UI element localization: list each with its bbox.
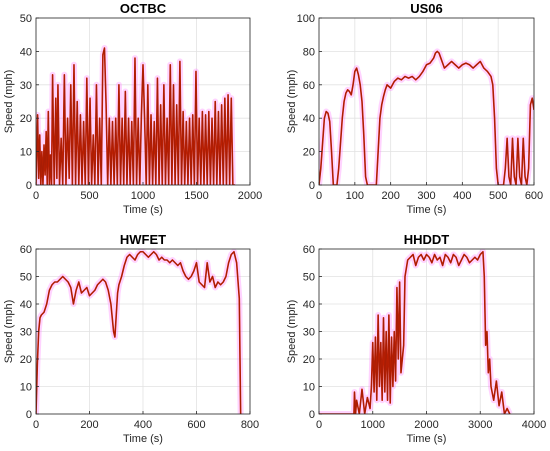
- series-group: [36, 45, 236, 185]
- x-tick-label: 300: [417, 190, 435, 202]
- series-group: [319, 249, 513, 414]
- y-tick-label: 40: [303, 113, 315, 125]
- x-tick-label: 0: [316, 419, 322, 431]
- y-axis-label: Speed (mph): [286, 300, 298, 364]
- y-tick-label: 60: [303, 244, 315, 256]
- y-tick-label: 80: [303, 46, 315, 58]
- series-group: [36, 249, 244, 414]
- x-axis-label: Time (s): [407, 433, 447, 445]
- subplot-octbc: 0 500 1000 1500 2000 0 10 20 30 40 50 OCTBC Time (s)…: [3, 1, 262, 216]
- x-tick-label: 0: [33, 419, 39, 431]
- y-tick-label: 20: [303, 147, 315, 159]
- x-tick-label: 0: [33, 190, 39, 202]
- y-axis-label: Speed (mph): [286, 70, 298, 134]
- y-tick-label: 10: [303, 382, 315, 394]
- series-line-speed-dark: [319, 50, 534, 185]
- y-tick-label: 30: [20, 80, 32, 92]
- y-axis-label: Speed (mph): [3, 70, 15, 134]
- x-tick-label: 500: [489, 190, 507, 202]
- x-tick-label: 4000: [522, 419, 546, 431]
- y-tick-label: 50: [303, 272, 315, 284]
- plot-title: OCTBC: [120, 1, 167, 16]
- x-tick-label: 0: [316, 190, 322, 202]
- y-tick-label: 60: [303, 80, 315, 92]
- subplot-hwfet: 0 200 400 600 800 0 10 20 30 40 50 60 HWFET Time (s) S…: [3, 232, 259, 445]
- y-tick-label: 30: [303, 327, 315, 339]
- y-tick-label: 30: [20, 327, 32, 339]
- x-tick-label: 200: [80, 419, 98, 431]
- plot-title: HWFET: [120, 232, 166, 247]
- y-tick-label: 0: [26, 409, 32, 421]
- x-tick-label: 800: [241, 419, 259, 431]
- x-tick-label: 1500: [184, 190, 208, 202]
- subplot-us06: 0 100 200 300 400 500 600 0 20 40 60 80 100 US06 Time …: [286, 1, 543, 216]
- y-tick-label: 0: [26, 180, 32, 192]
- x-tick-label: 500: [80, 190, 98, 202]
- x-tick-label: 200: [381, 190, 399, 202]
- y-tick-label: 60: [20, 244, 32, 256]
- x-axis-label: Time (s): [407, 204, 447, 216]
- x-tick-label: 400: [134, 419, 152, 431]
- y-tick-label: 0: [309, 180, 315, 192]
- y-tick-label: 40: [20, 46, 32, 58]
- x-tick-label: 100: [346, 190, 364, 202]
- series-line-speed-dark: [319, 251, 511, 414]
- y-tick-label: 40: [303, 299, 315, 311]
- x-axis-label: Time (s): [123, 433, 163, 445]
- x-tick-label: 1000: [361, 419, 385, 431]
- series-group: [319, 48, 534, 185]
- series-line-speed-dark: [36, 47, 236, 185]
- y-axis-label: Speed (mph): [3, 300, 15, 364]
- series-line-speed-dark: [36, 251, 242, 414]
- plot-title: HHDDT: [404, 232, 450, 247]
- y-tick-label: 100: [297, 13, 315, 25]
- y-tick-label: 0: [309, 409, 315, 421]
- x-tick-label: 2000: [238, 190, 262, 202]
- x-tick-label: 600: [187, 419, 205, 431]
- y-tick-label: 50: [20, 13, 32, 25]
- y-tick-label: 10: [20, 147, 32, 159]
- y-tick-label: 50: [20, 272, 32, 284]
- x-tick-label: 3000: [468, 419, 492, 431]
- y-tick-label: 10: [20, 382, 32, 394]
- x-tick-label: 1000: [131, 190, 155, 202]
- y-tick-label: 20: [303, 354, 315, 366]
- y-tick-label: 20: [20, 113, 32, 125]
- y-tick-label: 40: [20, 299, 32, 311]
- subplot-hhddt: 0 1000 2000 3000 4000 0 10 20 30 40 50 60 HHDDT Time …: [286, 232, 546, 445]
- x-tick-label: 600: [525, 190, 543, 202]
- x-axis-label: Time (s): [123, 204, 163, 216]
- plot-title: US06: [410, 1, 443, 16]
- y-tick-label: 20: [20, 354, 32, 366]
- x-tick-label: 2000: [414, 419, 438, 431]
- x-tick-label: 400: [453, 190, 471, 202]
